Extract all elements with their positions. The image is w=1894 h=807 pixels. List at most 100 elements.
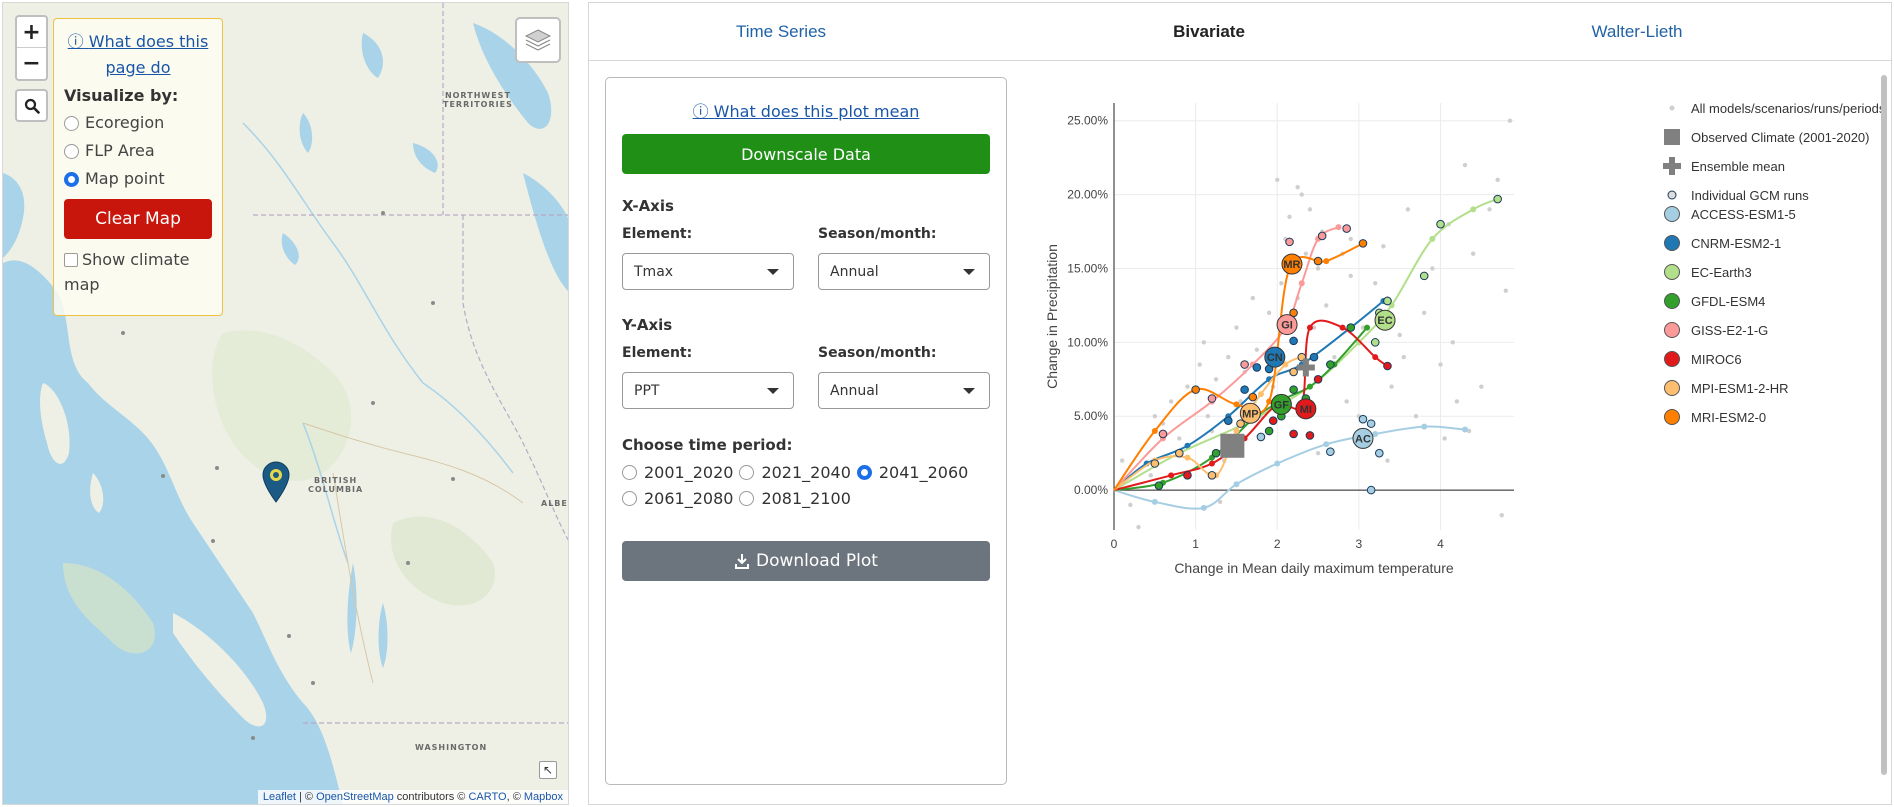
background-point — [1454, 399, 1460, 404]
x-tick-label: 4 — [1437, 537, 1444, 551]
series-point — [1266, 398, 1273, 405]
gcm-run-point — [1436, 219, 1445, 229]
legend-label: CNRM-ESM2-1 — [1691, 235, 1782, 251]
background-point — [1348, 273, 1353, 279]
period-option-2061-2080[interactable]: 2061_2080 — [622, 489, 733, 508]
gcm-run-point — [1289, 385, 1298, 394]
radio-2081-2100[interactable] — [739, 491, 755, 506]
x-season-label: Season/month: — [818, 226, 937, 242]
legend-item[interactable]: MRI-ESM2-0 — [1659, 408, 1766, 426]
model-mean-mi — [1295, 398, 1317, 420]
zoom-out-button[interactable]: − — [22, 51, 41, 76]
background-point — [1401, 354, 1406, 360]
legend-item[interactable]: CNRM-ESM2-1 — [1659, 234, 1781, 252]
radio-ecoregion[interactable] — [64, 115, 79, 131]
legend-label: MRI-ESM2-0 — [1691, 409, 1767, 425]
radio-2061-2080[interactable] — [622, 491, 637, 506]
x-season-select[interactable]: Annual — [818, 253, 990, 290]
background-point — [1405, 207, 1411, 212]
legend-label: All models/scenarios/runs/periods — [1691, 100, 1886, 116]
series-point — [1306, 324, 1313, 331]
scrollbar[interactable] — [1879, 65, 1889, 795]
radio-map-point[interactable] — [64, 171, 79, 187]
gcm-run-point — [1240, 360, 1249, 369]
y-season-select[interactable]: Annual — [818, 372, 990, 409]
clear-map-button[interactable]: Clear Map — [64, 199, 212, 239]
osm-link[interactable]: OpenStreetMap — [316, 791, 394, 803]
period-option-2021-2040[interactable]: 2021_2040 — [739, 463, 851, 482]
map-point-marker[interactable] — [261, 461, 291, 508]
map-search-button[interactable] — [15, 89, 48, 122]
leaflet-link[interactable]: Leaflet — [262, 791, 296, 803]
legend-item[interactable]: EC-Earth3 — [1659, 263, 1752, 281]
legend-label: Ensemble mean — [1691, 158, 1785, 174]
period-option-2001-2020[interactable]: 2001_2020 — [622, 463, 733, 482]
radio-2021-2040[interactable] — [739, 465, 755, 480]
option-map-point[interactable]: Map point — [64, 165, 212, 193]
tab-bivariate[interactable]: Bivariate — [1173, 22, 1245, 41]
legend-symbol — [1659, 186, 1685, 204]
download-plot-button[interactable]: Download Plot — [622, 541, 990, 581]
x-tick-label: 3 — [1356, 537, 1363, 551]
legend-label: Observed Climate (2001-2020) — [1691, 129, 1870, 145]
gcm-run-point — [1313, 374, 1323, 384]
background-point — [1495, 177, 1500, 183]
legend-item[interactable]: Individual GCM runs — [1659, 186, 1809, 204]
gcm-run-point — [1207, 471, 1217, 480]
option-flp-area[interactable]: FLP Area — [64, 137, 212, 165]
tab-time-series[interactable]: Time Series — [735, 22, 827, 41]
background-point — [1307, 207, 1313, 212]
radio-2001-2020[interactable] — [622, 465, 637, 480]
page-help-link[interactable]: ⓘ What does this page do — [67, 32, 209, 77]
show-climate-toggle[interactable]: Show climate map — [64, 250, 190, 294]
legend-item[interactable]: MIROC6 — [1659, 350, 1742, 368]
fullscreen-button[interactable]: ↖ — [539, 761, 557, 779]
legend-item[interactable]: ACCESS-ESM1-5 — [1659, 205, 1796, 223]
legend-item[interactable]: GFDL-ESM4 — [1659, 292, 1765, 310]
x-tick-label: 1 — [1192, 537, 1199, 551]
model-mean-label: MR — [1283, 259, 1300, 271]
zoom-in-button[interactable]: + — [17, 17, 46, 48]
chevron-down-icon — [963, 269, 975, 275]
downscale-data-button[interactable]: Downscale Data — [622, 134, 990, 174]
background-point — [1197, 362, 1202, 367]
background-point — [1332, 354, 1337, 360]
model-mean-label: MP — [1242, 408, 1259, 420]
legend-label: Individual GCM runs — [1691, 187, 1809, 203]
label-alberta: ALBERTA — [541, 499, 568, 508]
y-season-label: Season/month: — [818, 345, 937, 361]
plot-help-link[interactable]: ⓘ What does this plot mean — [692, 102, 920, 121]
x-element-select[interactable]: Tmax — [622, 253, 794, 290]
carto-link[interactable]: CARTO — [468, 791, 507, 803]
mapbox-link[interactable]: Mapbox — [523, 791, 563, 803]
legend-item[interactable]: MPI-ESM1-2-HR — [1659, 379, 1789, 397]
background-point — [1238, 399, 1243, 404]
legend-item[interactable]: All models/scenarios/runs/periods — [1659, 99, 1885, 117]
legend-symbol — [1659, 128, 1685, 146]
period-option-2081-2100[interactable]: 2081_2100 — [739, 489, 851, 508]
gcm-run-point — [1383, 296, 1392, 306]
radio-flp-area[interactable] — [64, 143, 79, 159]
background-point — [1311, 325, 1317, 330]
map-view[interactable]: NORTHWEST TERRITORIES BRITISH COLUMBIA A… — [2, 2, 569, 805]
legend-item[interactable]: Ensemble mean — [1659, 157, 1785, 175]
scrollbar-thumb[interactable] — [1881, 75, 1887, 775]
background-point — [1136, 524, 1141, 530]
legend-item[interactable]: GISS-E2-1-G — [1659, 321, 1768, 339]
radio-2041-2060[interactable] — [856, 465, 872, 480]
layers-button[interactable] — [515, 17, 561, 63]
zoom-control: + − — [15, 15, 48, 81]
gcm-run-point — [1366, 419, 1376, 428]
model-mean-label: CN — [1267, 352, 1283, 364]
tab-walter-lieth[interactable]: Walter-Lieth — [1591, 22, 1683, 41]
option-ecoregion[interactable]: Ecoregion — [64, 109, 212, 137]
legend-label: MIROC6 — [1691, 351, 1742, 367]
model-mean-gi — [1276, 314, 1298, 336]
show-climate-checkbox[interactable] — [64, 253, 78, 267]
gcm-run-point — [1236, 419, 1245, 428]
legend-symbol — [1659, 379, 1685, 397]
legend-item[interactable]: Observed Climate (2001-2020) — [1659, 128, 1869, 146]
period-option-2041-2060[interactable]: 2041_2060 — [856, 463, 968, 482]
series-point — [1372, 354, 1379, 361]
y-element-select[interactable]: PPT — [622, 372, 794, 409]
